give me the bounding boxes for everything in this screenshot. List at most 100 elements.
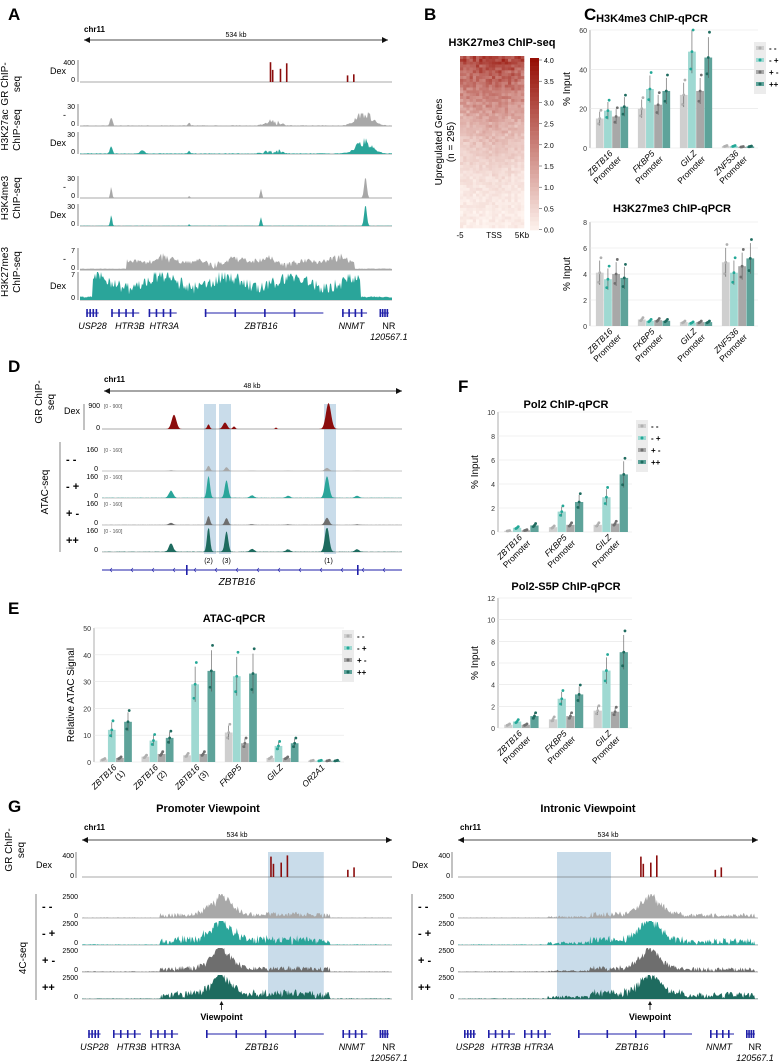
heat-cell bbox=[466, 136, 470, 140]
chart-F2-bar-1-3 bbox=[574, 694, 584, 728]
g0-gr-peak-0 bbox=[270, 856, 272, 877]
heat-cell bbox=[514, 58, 518, 63]
chart-C1-dot-3-1-2 bbox=[733, 144, 737, 147]
heat-cell bbox=[498, 101, 502, 106]
heat-cell bbox=[472, 110, 477, 114]
chart-F2-dot-1-2-1 bbox=[569, 714, 572, 718]
g0-gr-peak-3 bbox=[286, 855, 289, 877]
heat-cell bbox=[482, 176, 486, 180]
d-gene-arrow-8 bbox=[277, 567, 281, 573]
a-label-gr-1: GR ChIP- bbox=[0, 62, 11, 105]
chart-C2-dot-3-2-0 bbox=[739, 275, 743, 279]
heat-cell bbox=[469, 136, 474, 140]
heat-cell bbox=[504, 110, 509, 114]
chart-F2-dot-1-0-1 bbox=[551, 717, 555, 721]
heat-cell bbox=[492, 225, 496, 229]
chart-F2-ytick-0: 0 bbox=[491, 726, 495, 733]
heat-cell bbox=[492, 113, 496, 117]
heat-cell bbox=[482, 67, 486, 71]
heat-cell bbox=[504, 121, 509, 126]
heat-cell bbox=[488, 133, 493, 137]
heat-cell bbox=[485, 136, 490, 140]
heat-cell bbox=[495, 162, 499, 166]
chart-C1-dot-3-3-2 bbox=[750, 144, 753, 148]
heat-cell bbox=[492, 173, 496, 177]
heat-cell bbox=[469, 147, 474, 151]
heat-cell bbox=[460, 99, 464, 103]
heat-cell bbox=[514, 202, 518, 206]
heat-cell bbox=[472, 219, 477, 223]
chart-E-dot-5-0-2 bbox=[311, 758, 315, 762]
a-gene-label-0: USP28 bbox=[78, 321, 107, 331]
chart-C1-dot-2-3-2 bbox=[708, 30, 711, 34]
heat-cell bbox=[479, 153, 483, 157]
heat-cell bbox=[479, 205, 483, 209]
a-label-k27me3-2: ChIP-seq bbox=[12, 251, 23, 293]
heat-cell bbox=[514, 156, 518, 160]
heat-cell bbox=[466, 90, 470, 94]
g1-cond-0: - - bbox=[418, 901, 429, 913]
heat-cell bbox=[501, 139, 506, 143]
heat-cell bbox=[460, 182, 464, 186]
g0-exon-2-2 bbox=[164, 1030, 166, 1038]
heat-cell bbox=[476, 96, 480, 100]
chart-F1-dot-1-1-0 bbox=[559, 513, 562, 517]
heat-cell bbox=[520, 142, 525, 146]
chart-F1-bar-2-1 bbox=[602, 497, 611, 532]
heat-cell bbox=[463, 76, 467, 80]
heat-cell bbox=[504, 162, 509, 166]
heat-cell bbox=[492, 176, 496, 180]
heat-cell bbox=[498, 113, 502, 117]
chart-E-dot-1-1-1 bbox=[152, 739, 155, 742]
panel-g-letter: G bbox=[8, 797, 21, 816]
heat-cell bbox=[520, 219, 525, 223]
heat-cell bbox=[472, 156, 477, 160]
heat-cell bbox=[482, 99, 486, 103]
chart-F2-ytick-2: 4 bbox=[491, 683, 495, 690]
heat-cell bbox=[485, 84, 490, 88]
heat-cell bbox=[498, 182, 502, 186]
heat-cell bbox=[498, 210, 502, 214]
heat-cell bbox=[520, 116, 525, 120]
heat-cell bbox=[463, 67, 467, 71]
g0-max-1: 2500 bbox=[62, 921, 78, 928]
heat-cell bbox=[466, 142, 470, 146]
heat-cell bbox=[511, 176, 515, 180]
g0-signal-0 bbox=[82, 894, 392, 918]
heat-cell bbox=[495, 196, 499, 200]
heat-cell bbox=[492, 179, 496, 183]
heat-cell bbox=[492, 119, 496, 123]
chart-F1-ytick-0: 0 bbox=[491, 530, 495, 537]
heat-cell bbox=[511, 104, 515, 108]
heat-cell bbox=[476, 124, 480, 128]
heat-cell bbox=[514, 164, 518, 169]
d-atac-signal-3 bbox=[102, 528, 402, 552]
heat-cell bbox=[488, 173, 493, 177]
heat-cell bbox=[466, 87, 470, 91]
heat-cell bbox=[460, 167, 464, 171]
heat-cell bbox=[482, 130, 486, 134]
heat-cell bbox=[482, 96, 486, 100]
g1-gene-label-5: NR bbox=[749, 1042, 762, 1052]
chart-C1-dot-0-1-2 bbox=[607, 98, 611, 102]
chart-F2-dot-2-1-1 bbox=[605, 669, 608, 672]
heat-cell bbox=[463, 81, 467, 85]
chart-E-legend-label-1: - + bbox=[357, 644, 367, 653]
heat-cell bbox=[511, 156, 515, 160]
heat-cell bbox=[508, 136, 512, 140]
chart-F2-dot-1-3-2 bbox=[578, 683, 582, 687]
heat-cell bbox=[498, 58, 502, 63]
heat-cell bbox=[514, 159, 518, 163]
heat-cell bbox=[466, 107, 470, 111]
chart-F2-title: Pol2-S5P ChIP-qPCR bbox=[511, 581, 620, 593]
chart-F2-ytick-4: 8 bbox=[491, 639, 495, 646]
heat-cell bbox=[488, 199, 493, 203]
heat-cell bbox=[495, 142, 499, 146]
heat-cell bbox=[504, 213, 509, 217]
chart-E-legend-label-0: - - bbox=[357, 632, 365, 641]
chart-F2-dot-1-1-2 bbox=[561, 689, 565, 692]
heat-cell bbox=[479, 144, 483, 149]
heat-cell bbox=[501, 150, 506, 154]
